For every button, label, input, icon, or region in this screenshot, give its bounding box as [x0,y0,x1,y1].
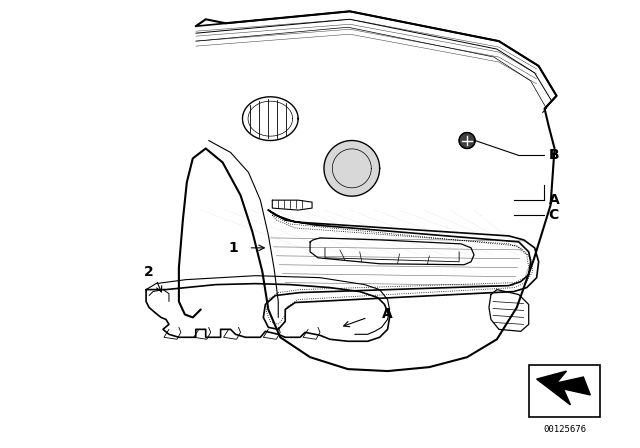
Polygon shape [537,371,590,405]
Text: 2: 2 [144,265,154,279]
Text: A: A [381,307,392,321]
Text: B: B [548,148,559,163]
Text: A: A [548,193,559,207]
Text: 00125676: 00125676 [543,425,586,434]
Polygon shape [459,133,475,148]
Polygon shape [325,142,378,195]
Text: C: C [548,208,559,222]
Text: 1: 1 [228,241,239,255]
